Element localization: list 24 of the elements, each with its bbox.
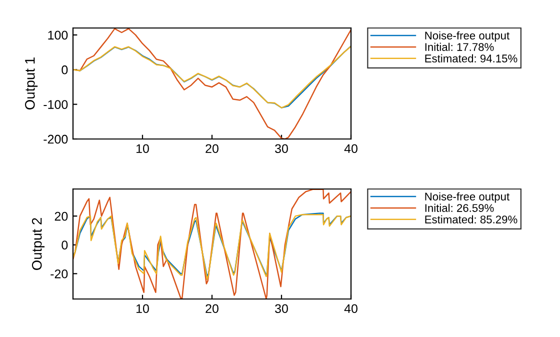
legend-label: Estimated: 85.29% — [425, 215, 518, 224]
y-tick-label: -100 — [44, 100, 68, 109]
legend-label: Noise-free output — [425, 192, 510, 203]
x-tick-label: 40 — [344, 304, 358, 314]
y-tick-label: -20 — [50, 269, 68, 278]
x-tick-label: 20 — [206, 304, 218, 314]
x-tick-label: 10 — [136, 144, 149, 154]
x-tick-label: 30 — [275, 144, 288, 154]
y-tick-label: 100 — [48, 30, 68, 40]
y-tick-label: 20 — [54, 212, 68, 221]
y-tick-label: -200 — [44, 134, 68, 144]
x-tick-label: 20 — [206, 144, 218, 154]
y-tick-label: 0 — [62, 65, 68, 74]
x-tick-label: 10 — [136, 304, 149, 314]
y-axis-title: Output 1 — [24, 58, 38, 110]
line-series — [73, 189, 351, 299]
legend-label: Noise-free output — [425, 31, 510, 42]
y-axis-title: Output 2 — [32, 218, 45, 270]
legend-label: Initial: 17.78% — [425, 42, 494, 51]
y-tick-label: 0 — [62, 240, 68, 250]
legend-label: Estimated: 94.15% — [425, 54, 518, 62]
legend-label: Initial: 26.59% — [425, 204, 494, 212]
x-tick-label: 40 — [344, 144, 358, 154]
x-tick-label: 30 — [275, 304, 288, 314]
